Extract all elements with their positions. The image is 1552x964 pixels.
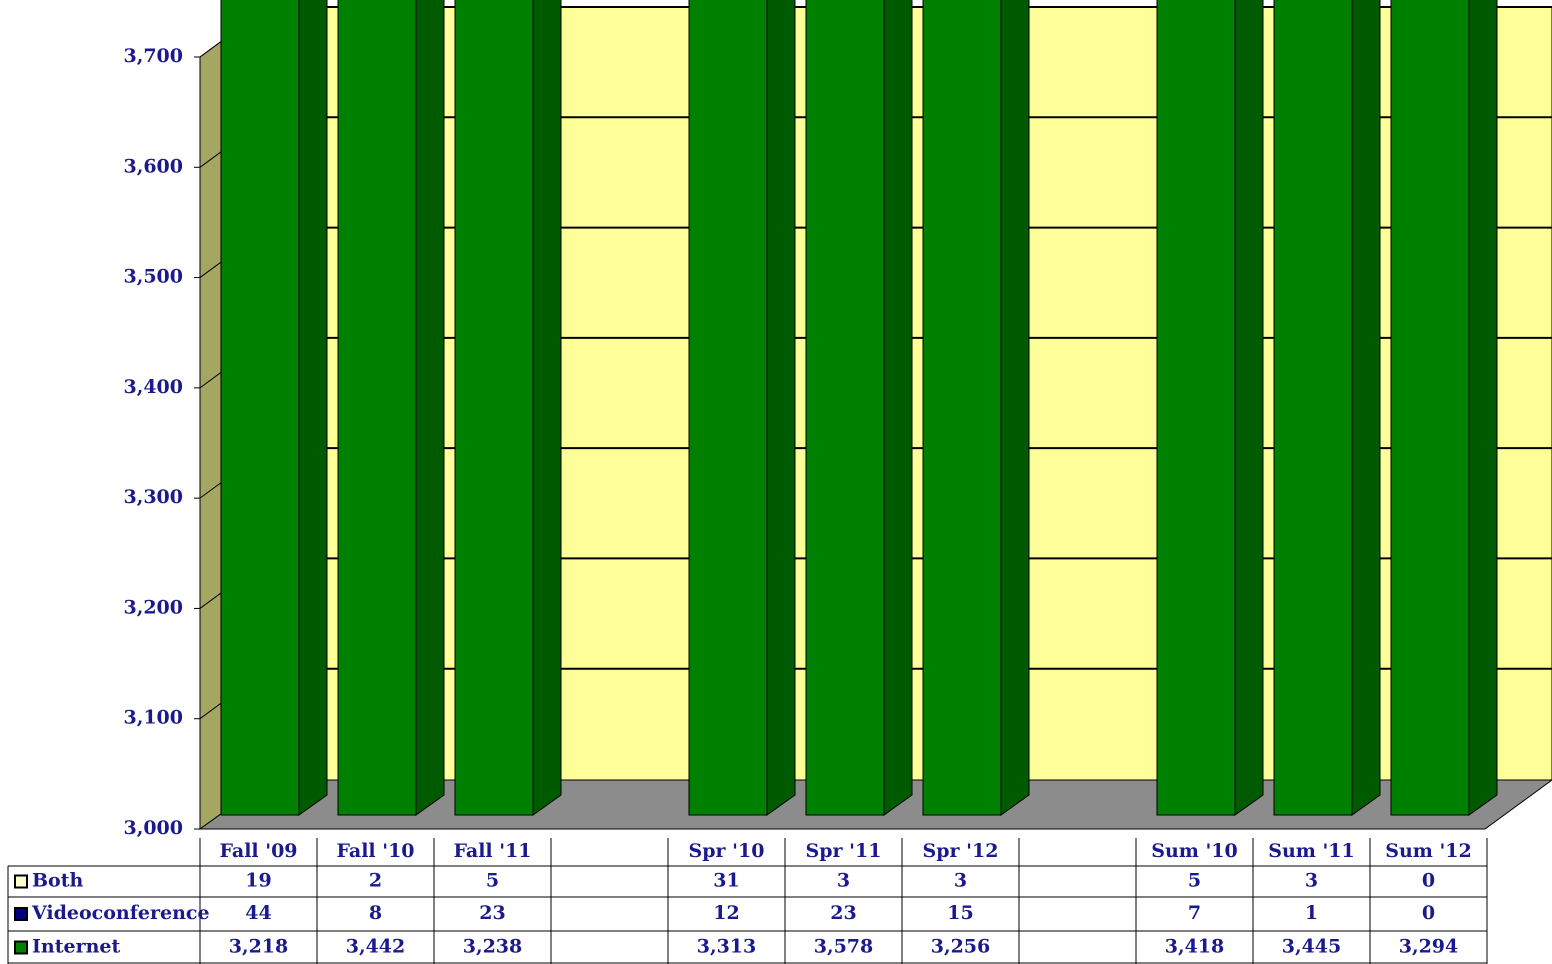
table-cell: 31 bbox=[713, 870, 739, 892]
table-cell: 1 bbox=[1305, 902, 1318, 924]
table-cell: 3,238 bbox=[463, 936, 523, 958]
bar-segment bbox=[688, 0, 768, 816]
bar-side bbox=[1234, 0, 1264, 816]
table-cell: 23 bbox=[830, 902, 856, 924]
legend-swatch bbox=[14, 907, 28, 921]
table-cell: 15 bbox=[947, 902, 973, 924]
bar-side bbox=[298, 0, 328, 816]
table-cell: 8 bbox=[369, 902, 382, 924]
bar-segment bbox=[1273, 0, 1353, 816]
table-cell: 44 bbox=[245, 902, 271, 924]
legend-swatch bbox=[14, 940, 28, 955]
bar-side bbox=[532, 0, 562, 816]
y-tick-label: 3,400 bbox=[124, 376, 184, 398]
y-tick-label: 3,500 bbox=[124, 266, 184, 288]
x-tick-label: Sum '10 bbox=[1151, 840, 1238, 862]
y-tick-label: 3,700 bbox=[124, 45, 184, 67]
table-cell: 3,256 bbox=[931, 936, 991, 958]
bar-segment bbox=[922, 0, 1002, 816]
table-cell: 3,313 bbox=[697, 936, 757, 958]
x-tick-label: Fall '09 bbox=[219, 840, 297, 862]
table-cell: 5 bbox=[486, 870, 499, 892]
bar-segment bbox=[220, 0, 300, 816]
table-cell: 3,294 bbox=[1399, 936, 1459, 958]
legend-swatch bbox=[14, 874, 28, 889]
bar-side bbox=[1000, 0, 1030, 816]
bar-side bbox=[883, 0, 913, 816]
x-tick-label: Sum '12 bbox=[1385, 840, 1472, 862]
x-tick-label: Spr '11 bbox=[806, 840, 882, 862]
table-cell: 0 bbox=[1422, 870, 1435, 892]
bar-side bbox=[1351, 0, 1381, 816]
table-cell: 3 bbox=[837, 870, 850, 892]
table-cell: 2 bbox=[369, 870, 382, 892]
x-tick-label: Fall '10 bbox=[336, 840, 414, 862]
table-cell: 3,442 bbox=[346, 936, 406, 958]
table-cell: 0 bbox=[1422, 902, 1435, 924]
y-tick-label: 3,300 bbox=[124, 486, 184, 508]
x-tick-label: Sum '11 bbox=[1268, 840, 1355, 862]
table-cell: 3,418 bbox=[1165, 936, 1225, 958]
bar-segment bbox=[337, 0, 417, 816]
table-cell: 23 bbox=[479, 902, 505, 924]
y-tick-label: 3,200 bbox=[124, 596, 184, 618]
table-cell: 5 bbox=[1188, 870, 1201, 892]
legend-label: Both bbox=[32, 870, 84, 892]
x-tick-label: Spr '10 bbox=[689, 840, 765, 862]
table-cell: 3 bbox=[1305, 870, 1318, 892]
table-cell: 3,445 bbox=[1282, 936, 1342, 958]
table-cell: 19 bbox=[245, 870, 271, 892]
table-cell: 3,578 bbox=[814, 936, 874, 958]
x-tick-label: Fall '11 bbox=[453, 840, 531, 862]
legend-label: Internet bbox=[32, 936, 120, 958]
bar-side bbox=[415, 0, 445, 816]
table-cell: 3,218 bbox=[229, 936, 289, 958]
y-tick-label: 3,100 bbox=[124, 707, 184, 729]
bar-side bbox=[766, 0, 796, 816]
legend-label: Videoconference bbox=[31, 902, 210, 924]
bar-segment bbox=[1390, 0, 1470, 816]
y-tick-label: 3,000 bbox=[124, 817, 184, 839]
y-tick-label: 3,600 bbox=[124, 155, 184, 177]
table-cell: 3 bbox=[954, 870, 967, 892]
table-cell: 12 bbox=[713, 902, 739, 924]
x-tick-label: Spr '12 bbox=[923, 840, 999, 862]
table-cell: 7 bbox=[1188, 902, 1201, 924]
bar-side bbox=[1468, 0, 1498, 816]
bar-segment bbox=[1156, 0, 1236, 816]
bar-segment bbox=[805, 0, 885, 816]
bar-segment bbox=[454, 0, 534, 816]
